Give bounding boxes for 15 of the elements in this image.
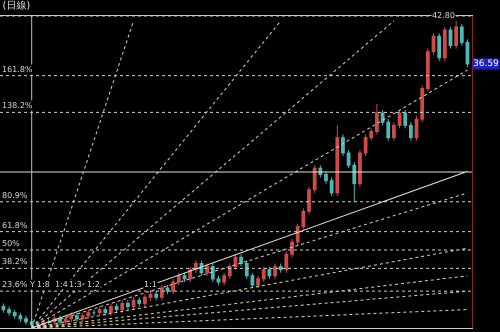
annotation: 23.6% Y <box>2 280 35 289</box>
annotation: 161.8% <box>2 65 33 74</box>
chart-title: (日線) <box>2 0 30 12</box>
annotation: 138.2% <box>2 101 33 110</box>
annotation: 38.2% <box>2 257 28 266</box>
annotation: 1:4 <box>55 280 68 289</box>
annotation: 1:2 <box>87 280 100 289</box>
annotation: 61.8% <box>2 221 28 230</box>
annotation: 42.80 <box>432 11 455 20</box>
annotation: 36.59 <box>473 59 500 69</box>
annotation: 1:3 <box>69 280 82 289</box>
annotation: 1:8 <box>37 280 50 289</box>
annotation: 1:1 <box>144 280 157 289</box>
annotation: 50% <box>2 239 20 248</box>
annotation: 80.9% <box>2 191 28 200</box>
